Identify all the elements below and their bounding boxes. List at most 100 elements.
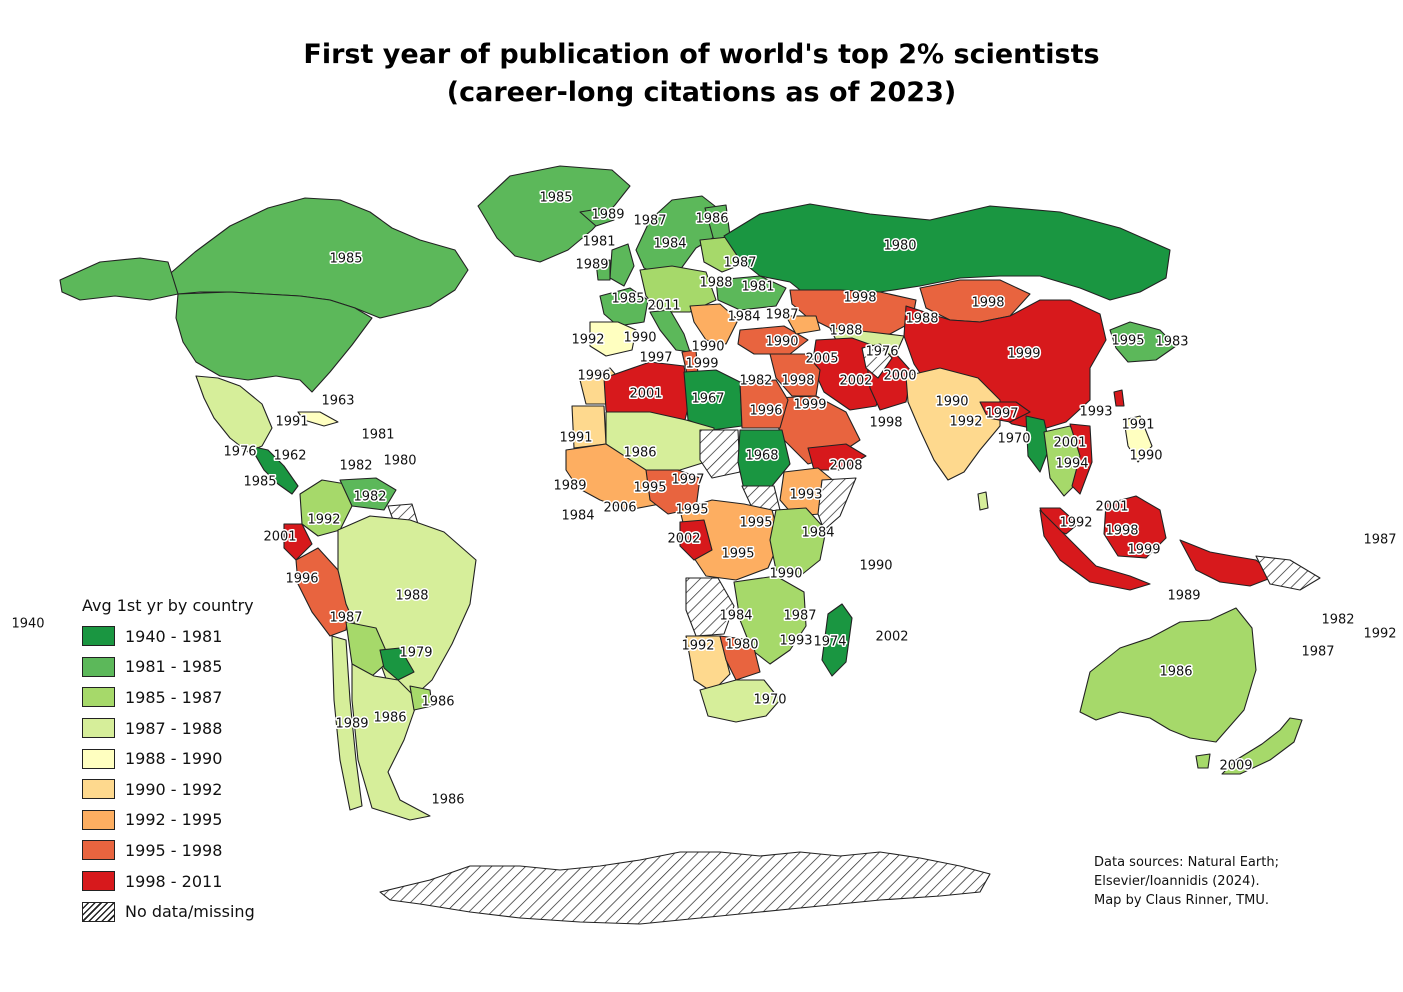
region-year-label: 1995 <box>675 503 708 518</box>
region-year-label: 1963 <box>321 394 354 409</box>
region-somalia <box>817 477 857 531</box>
region-year-label: 1981 <box>361 428 394 443</box>
region-india <box>905 367 1001 481</box>
legend-label: 1995 - 1998 <box>125 840 223 860</box>
region-year-label: 1987 <box>1301 645 1334 660</box>
legend-swatch <box>82 656 115 677</box>
region-year-label: 1995 <box>633 481 666 496</box>
region-usa <box>175 291 373 393</box>
region-tasmania <box>1195 753 1211 769</box>
legend-label: No data/missing <box>125 902 255 922</box>
region-year-label: 1987 <box>1363 533 1396 548</box>
region-year-label: 2005 <box>805 352 838 367</box>
legend-swatch <box>82 687 115 708</box>
region-year-label: 1993 <box>789 488 822 503</box>
legend-label: 1981 - 1985 <box>125 657 223 677</box>
region-year-label: 1982 <box>353 490 386 505</box>
region-year-label: 1976 <box>223 445 256 460</box>
region-antarctica <box>379 851 991 925</box>
region-borneo <box>1103 495 1167 559</box>
region-year-label: 1982 <box>1321 613 1354 628</box>
region-ireland <box>595 259 611 281</box>
credit-line-1: Data sources: Natural Earth; <box>1094 855 1279 870</box>
region-year-label: 1991 <box>1121 418 1154 433</box>
region-year-label: 1990 <box>691 340 724 355</box>
region-year-label: 1984 <box>727 310 760 325</box>
region-australia <box>1079 607 1257 743</box>
region-year-label: 1984 <box>719 609 752 624</box>
region-uruguay <box>409 685 433 711</box>
region-year-label: 1999 <box>685 357 718 372</box>
region-taiwan <box>1113 389 1125 407</box>
legend-item: 1987 - 1988 <box>82 713 255 744</box>
region-cuba <box>297 411 339 427</box>
legend-item: 1988 - 1990 <box>82 743 255 774</box>
region-year-label: 1981 <box>741 280 774 295</box>
region-bolivia <box>345 621 391 677</box>
region-chad <box>699 429 741 479</box>
region-year-label: 1976 <box>865 345 898 360</box>
legend-swatch <box>82 626 115 647</box>
legend-swatch <box>82 840 115 861</box>
region-year-label: 1989 <box>553 479 586 494</box>
region-france <box>599 287 649 327</box>
region-year-label: 1999 <box>1007 347 1040 362</box>
region-year-label: 1999 <box>793 398 826 413</box>
legend-item: No data/missing <box>82 896 255 927</box>
region-korea-japan <box>1109 321 1177 363</box>
region-new-zealand <box>1221 717 1303 775</box>
region-year-label: 1983 <box>1155 335 1188 350</box>
region-year-label: 2011 <box>647 299 680 314</box>
region-west-africa <box>565 443 669 511</box>
region-gabon-congo <box>679 519 713 561</box>
region-year-label: 2002 <box>875 630 908 645</box>
region-year-label: 1995 <box>1111 334 1144 349</box>
region-ecuador <box>283 523 313 561</box>
region-year-label: 1980 <box>883 239 916 254</box>
region-year-label: 1986 <box>695 212 728 227</box>
region-caucasus <box>785 315 821 335</box>
region-year-label: 1984 <box>561 509 594 524</box>
legend-label: 1990 - 1992 <box>125 779 223 799</box>
region-year-label: 1986 <box>623 446 656 461</box>
region-myanmar <box>1025 415 1051 473</box>
legend-label: 1988 - 1990 <box>125 749 223 769</box>
region-year-label: 1979 <box>399 646 432 661</box>
region-year-label: 1974 <box>813 635 846 650</box>
region-colombia <box>299 479 353 537</box>
region-year-label: 1998 <box>843 291 876 306</box>
region-year-label: 1993 <box>779 634 812 649</box>
region-madagascar <box>821 603 853 677</box>
legend-swatch <box>82 718 115 739</box>
legend-item: 1995 - 1998 <box>82 835 255 866</box>
region-png <box>1255 555 1321 591</box>
region-year-label: 1990 <box>935 395 968 410</box>
region-year-label: 1992 <box>571 333 604 348</box>
region-year-label: 1992 <box>681 639 714 654</box>
legend-swatch <box>82 779 115 800</box>
region-year-label: 2001 <box>1053 436 1086 451</box>
legend-swatch <box>82 748 115 769</box>
region-yemen-oman <box>807 443 867 471</box>
region-year-label: 1996 <box>749 404 782 419</box>
region-year-label: 1986 <box>373 711 406 726</box>
legend-item: 1990 - 1992 <box>82 774 255 805</box>
region-year-label: 1997 <box>985 407 1018 422</box>
region-year-label: 1982 <box>339 459 372 474</box>
region-year-label: 1980 <box>725 638 758 653</box>
region-alaska <box>59 257 179 301</box>
region-year-label: 1984 <box>653 237 686 252</box>
region-chile <box>331 635 363 811</box>
legend-label: 1940 - 1981 <box>125 626 223 646</box>
region-year-label: 2002 <box>667 532 700 547</box>
region-philippines <box>1123 415 1153 463</box>
region-year-label: 1981 <box>582 235 615 250</box>
legend-swatch <box>82 901 115 922</box>
legend-item: 1985 - 1987 <box>82 682 255 713</box>
region-year-label: 1991 <box>275 415 308 430</box>
region-year-label: 1992 <box>949 415 982 430</box>
region-year-label: 1986 <box>421 695 454 710</box>
region-paraguay <box>379 647 415 681</box>
region-year-label: 2006 <box>603 501 636 516</box>
